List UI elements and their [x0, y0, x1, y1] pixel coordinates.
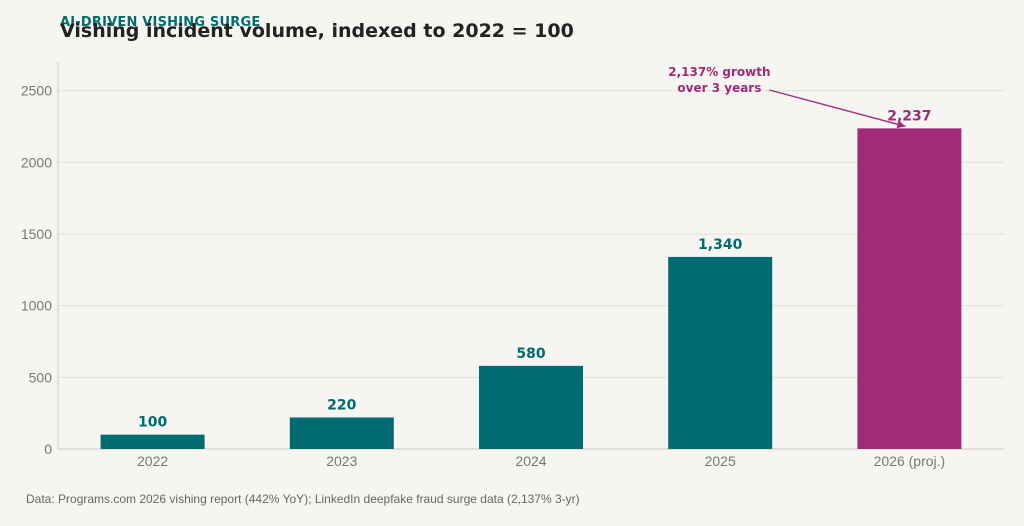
x-tick-label: 2026 (proj.)	[874, 453, 946, 469]
bar	[479, 365, 583, 449]
data-source-note: Data: Programs.com 2026 vishing report (…	[26, 492, 580, 506]
chart-title: Vishing incident volume, indexed to 2022…	[60, 20, 574, 42]
bar	[100, 434, 205, 449]
annotation-text: 2,137% growth	[668, 65, 770, 79]
annotation-arrow-head	[896, 120, 906, 129]
x-tick-label: 2024	[515, 453, 546, 469]
bar-data-label: 1,340	[698, 237, 743, 253]
annotation-arrow-line	[769, 89, 906, 128]
x-tick-label: 2022	[137, 453, 168, 469]
bar-data-label: 100	[138, 415, 167, 431]
y-tick-label: 2500	[21, 83, 52, 99]
y-tick-label: 1500	[21, 226, 52, 242]
bar	[289, 417, 394, 449]
bar-data-label: 220	[327, 397, 356, 413]
bar	[668, 256, 773, 449]
chart-eyebrow: AI-DRIVEN VISHING SURGE	[60, 15, 261, 30]
x-tick-label: 2023	[326, 453, 357, 469]
bar-data-label: 580	[516, 346, 545, 362]
annotation-text: over 3 years	[677, 81, 761, 95]
y-tick-label: 2000	[21, 154, 52, 170]
bar-data-label: 2,237	[887, 108, 931, 124]
x-tick-label: 2025	[705, 453, 736, 469]
y-tick-label: 0	[44, 441, 52, 457]
bar	[857, 128, 962, 449]
y-tick-label: 1000	[21, 298, 52, 314]
y-tick-label: 500	[29, 369, 53, 385]
